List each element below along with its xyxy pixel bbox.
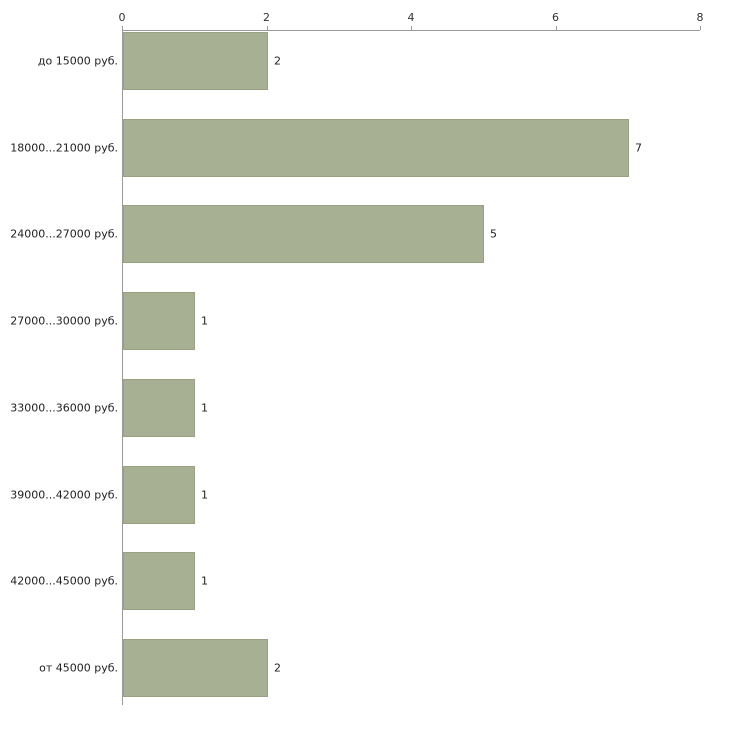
x-tick-mark [700,26,701,30]
bar [123,639,268,697]
value-label: 1 [201,488,208,502]
value-label: 2 [274,661,281,675]
value-label: 1 [201,314,208,328]
x-tick-label: 2 [263,11,270,24]
bar [123,205,484,263]
x-tick-label: 6 [552,11,559,24]
category-label: от 45000 руб. [39,661,118,675]
category-label: 24000...27000 руб. [10,227,118,241]
category-label: 27000...30000 руб. [10,314,118,328]
x-tick-mark [411,26,412,30]
category-label: 42000...45000 руб. [10,574,118,588]
bar [123,552,195,610]
plot-area [122,30,700,705]
value-label: 5 [490,227,497,241]
value-label: 2 [274,54,281,68]
bar [123,292,195,350]
x-tick-label: 0 [118,11,126,24]
category-label: 39000...42000 руб. [10,488,118,502]
category-label: 18000...21000 руб. [10,141,118,155]
category-label: 33000...36000 руб. [10,401,118,415]
x-tick-label: 4 [407,11,415,24]
bar [123,379,195,437]
value-label: 7 [635,141,642,155]
bar [123,119,629,177]
x-tick-mark [267,26,268,30]
bar [123,32,268,90]
x-tick-mark [556,26,557,30]
value-label: 1 [201,574,208,588]
x-tick-label: 8 [696,11,704,24]
value-label: 1 [201,401,208,415]
x-tick-mark [122,26,123,30]
bar [123,466,195,524]
category-label: до 15000 руб. [37,54,118,68]
